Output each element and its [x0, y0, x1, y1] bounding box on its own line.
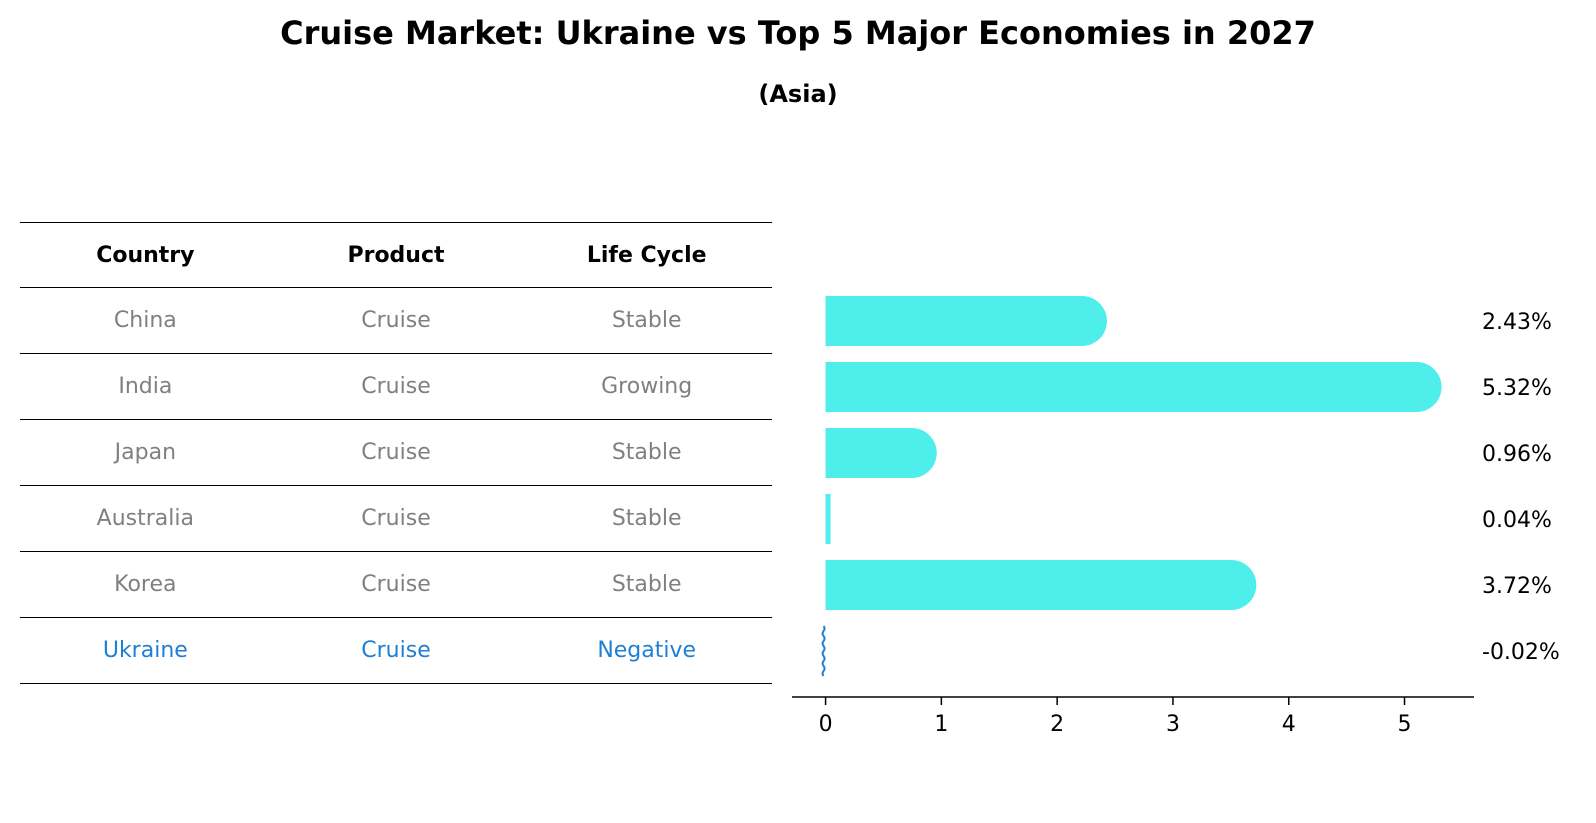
table-row-highlight: Ukraine Cruise Negative — [20, 618, 772, 684]
x-tick-label: 0 — [819, 712, 833, 737]
table-row: Australia Cruise Stable — [20, 486, 772, 552]
data-label-india: 5.32% — [1482, 376, 1552, 401]
bar-korea — [825, 560, 1257, 610]
table-row: Korea Cruise Stable — [20, 552, 772, 618]
cell-life-cycle: Stable — [611, 440, 682, 465]
cell-country: India — [118, 374, 173, 399]
x-tick-label: 2 — [1050, 712, 1064, 737]
data-label-japan: 0.96% — [1482, 442, 1552, 467]
data-table: Country Product Life Cycle China Cruise … — [20, 222, 772, 684]
bar-china — [825, 296, 1107, 346]
x-tick-label: 3 — [1166, 712, 1180, 737]
data-label-korea: 3.72% — [1482, 574, 1552, 599]
cell-life-cycle: Stable — [611, 572, 682, 597]
data-label-china: 2.43% — [1482, 310, 1552, 335]
cell-life-cycle: Stable — [611, 506, 682, 531]
cell-life-cycle: Stable — [611, 308, 682, 333]
header-life-cycle: Life Cycle — [586, 242, 707, 268]
cell-country: Korea — [114, 572, 177, 597]
x-tick-label: 1 — [934, 712, 948, 737]
bar-ukraine — [821, 625, 826, 677]
cell-product: Cruise — [361, 374, 431, 399]
x-tick-label: 4 — [1282, 712, 1296, 737]
table-header-row: Country Product Life Cycle — [20, 222, 772, 288]
cell-life-cycle: Negative — [597, 638, 697, 663]
cell-product: Cruise — [361, 638, 431, 663]
cell-product: Cruise — [361, 440, 431, 465]
bar-australia — [825, 494, 831, 544]
bar-india — [825, 362, 1442, 412]
cell-product: Cruise — [361, 506, 431, 531]
cell-product: Cruise — [361, 572, 431, 597]
header-country: Country — [96, 242, 195, 268]
table-row: India Cruise Growing — [20, 354, 772, 420]
cell-life-cycle: Growing — [601, 374, 693, 399]
table-row: China Cruise Stable — [20, 288, 772, 354]
cell-country: China — [113, 308, 177, 333]
cell-country: Ukraine — [102, 638, 188, 663]
bar-japan — [825, 428, 937, 478]
header-product: Product — [347, 242, 445, 268]
x-tick-label: 5 — [1398, 712, 1412, 737]
page-subtitle: (Asia) — [758, 80, 838, 108]
cell-product: Cruise — [361, 308, 431, 333]
data-label-ukraine: -0.02% — [1482, 640, 1560, 665]
page-title: Cruise Market: Ukraine vs Top 5 Major Ec… — [280, 14, 1316, 52]
cell-country: Japan — [114, 440, 177, 465]
table-row: Japan Cruise Stable — [20, 420, 772, 486]
cell-country: Australia — [96, 506, 194, 531]
data-label-australia: 0.04% — [1482, 508, 1552, 533]
